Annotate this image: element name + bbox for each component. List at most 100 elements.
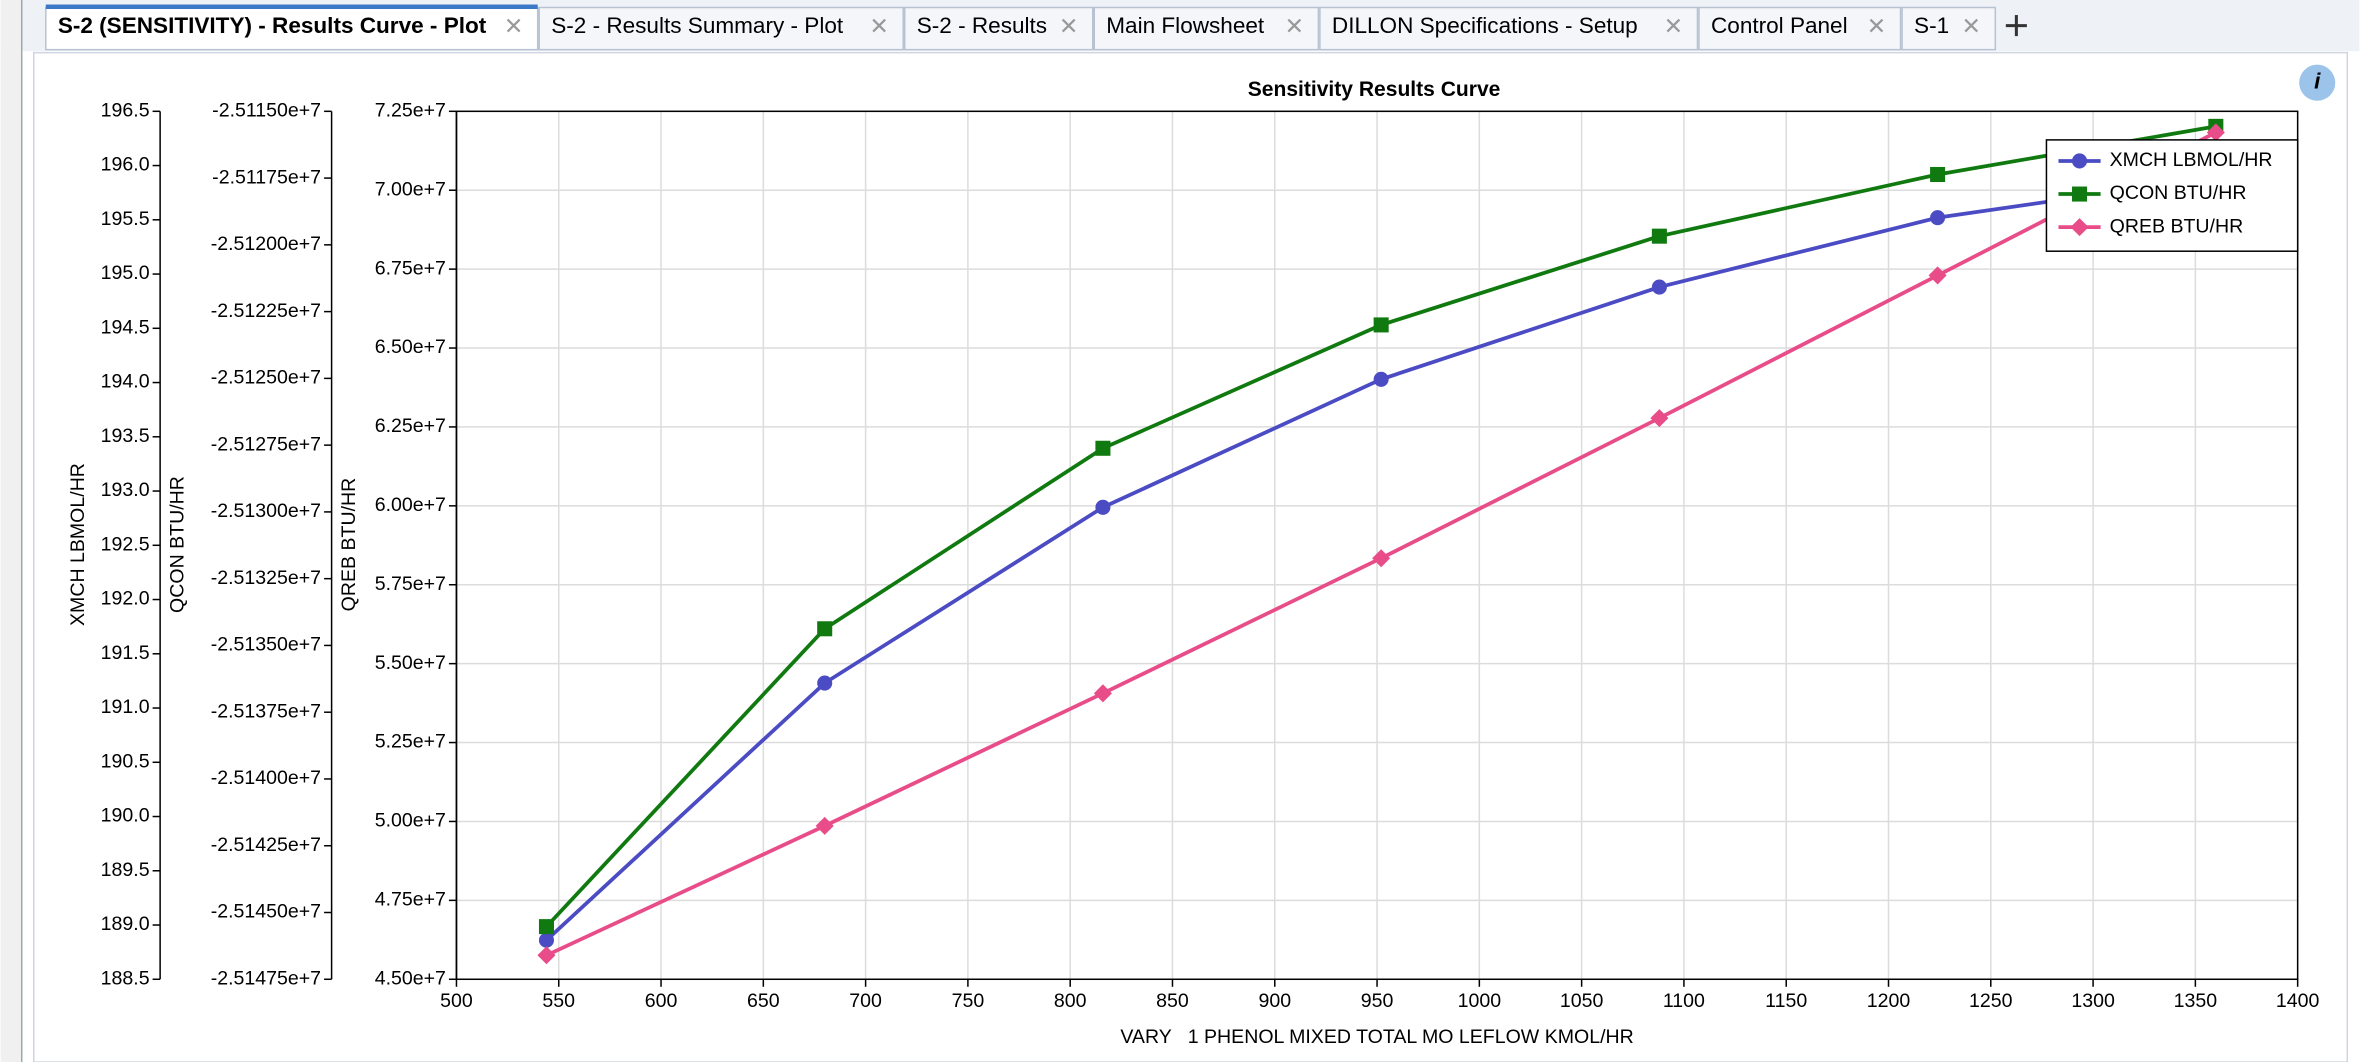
chart-title: Sensitivity Results Curve (1248, 78, 1501, 101)
y-tick-label: 193.0 (101, 479, 150, 501)
y2-tick-label: -2.51375e+7 (211, 700, 321, 722)
marker (1930, 166, 1946, 183)
tab-background (1698, 6, 1902, 51)
marker (1928, 266, 1947, 285)
x-tick-label: 1250 (1969, 990, 2013, 1012)
tab[interactable]: S-1 (1901, 6, 1997, 51)
legend-label: XMCH LBMOL/HR (2110, 149, 2273, 171)
tab-close[interactable] (1869, 18, 1884, 33)
tab-close[interactable] (1964, 18, 1979, 33)
x-tick-label: 600 (645, 990, 678, 1012)
legend: XMCH LBMOL/HR QCON BTU/HR QREB BTU/HR (2045, 139, 2299, 252)
tab-close[interactable] (1287, 18, 1302, 33)
tab-label: Control Panel (1711, 13, 1848, 38)
marker (1095, 499, 1111, 515)
tab-close[interactable] (506, 18, 521, 33)
tab-close[interactable] (1061, 18, 1076, 33)
tab-close[interactable] (872, 18, 886, 33)
y2-tick-label: -2.51325e+7 (211, 567, 321, 589)
tab-background (1093, 6, 1320, 51)
marker (537, 946, 556, 965)
x-tick-label: 550 (542, 990, 575, 1012)
x-tick-label: 500 (440, 990, 473, 1012)
y2-tick-label: -2.51425e+7 (211, 834, 321, 856)
y2-tick-label: -2.51450e+7 (211, 901, 321, 923)
x-tick-label: 850 (1156, 990, 1189, 1012)
y3-tick-label: 5.75e+7 (375, 573, 446, 595)
y2-tick-label: -2.51225e+7 (211, 300, 321, 322)
tab-close[interactable] (1666, 18, 1681, 33)
y3-tick-label: 6.00e+7 (375, 494, 446, 516)
x-tick-label: 1200 (1867, 990, 1911, 1012)
y3-tick-label: 4.75e+7 (375, 889, 446, 911)
marker (2072, 153, 2088, 169)
x-tick-label: 750 (952, 990, 985, 1012)
tab[interactable]: S-2 - Results Summary - Plot (538, 6, 904, 51)
marker (538, 932, 554, 948)
x-tick-label: 1400 (2276, 990, 2320, 1012)
y-tick-label: 191.5 (101, 642, 150, 664)
marker (538, 919, 554, 935)
tab-accent (45, 4, 538, 10)
tab[interactable]: S-2 - Results (903, 6, 1094, 51)
plot-frame (455, 110, 2299, 981)
marker (1651, 279, 1667, 295)
tab-label: S-2 (SENSITIVITY) - Results Curve - Plot (58, 13, 487, 38)
left-strip (0, 0, 22, 1062)
y-tick-label: 190.5 (101, 750, 150, 772)
y3-tick-label: 6.50e+7 (375, 336, 446, 358)
tab[interactable]: Main Flowsheet (1093, 6, 1320, 51)
info-icon[interactable]: i (2299, 64, 2336, 101)
y2-tick-label: -2.51400e+7 (211, 767, 321, 789)
y3-tick-label: 7.25e+7 (375, 99, 446, 121)
marker (817, 675, 833, 691)
tab-background (1901, 6, 1997, 51)
x-tick-label: 1300 (2071, 990, 2115, 1012)
x-tick-label: 1050 (1560, 990, 1604, 1012)
y2-tick-label: -2.51275e+7 (211, 433, 321, 455)
y2-tick-label: -2.51300e+7 (211, 500, 321, 522)
marker (1372, 549, 1391, 568)
x-tick-label: 650 (747, 990, 780, 1012)
y-tick-label: 193.5 (101, 425, 150, 447)
marker (817, 621, 833, 637)
marker (1650, 409, 1669, 428)
tab[interactable]: DILLON Specifications - Setup (1319, 6, 1699, 51)
y2-axis-label: QCON BTU/HR (166, 476, 188, 613)
tab-label: Main Flowsheet (1106, 13, 1265, 38)
tab[interactable]: Control Panel (1698, 6, 1902, 51)
tab-background (45, 6, 539, 51)
x-tick-label: 1100 (1663, 990, 1705, 1012)
tab-label: DILLON Specifications - Setup (1332, 13, 1638, 38)
x-tick-label: 900 (1258, 990, 1291, 1012)
marker (1373, 317, 1389, 333)
y-tick-label: 189.0 (101, 913, 150, 935)
y3-tick-label: 6.75e+7 (375, 257, 446, 279)
marker (1651, 228, 1667, 244)
new-tab[interactable] (2005, 15, 2027, 37)
y-tick-label: 189.5 (101, 859, 150, 881)
marker (815, 816, 834, 835)
y3-tick-label: 5.00e+7 (375, 810, 446, 832)
marker (2072, 186, 2088, 202)
legend-label: QCON BTU/HR (2110, 182, 2247, 204)
marker (1373, 371, 1389, 387)
y-tick-label: 191.0 (101, 696, 150, 718)
x-tick-label: 1150 (1765, 990, 1807, 1012)
y-axis-label: XMCH LBMOL/HR (67, 463, 89, 626)
tab[interactable]: S-2 (SENSITIVITY) - Results Curve - Plot (45, 4, 539, 51)
x-tick-label: 800 (1054, 990, 1087, 1012)
x-tick-label: 1000 (1458, 990, 1502, 1012)
y-tick-label: 195.5 (101, 208, 150, 230)
y3-tick-label: 6.25e+7 (375, 415, 446, 437)
x-tick-label: 700 (849, 990, 882, 1012)
marker (1093, 684, 1112, 703)
y-tick-label: 196.5 (101, 99, 150, 121)
tab-label: S-1 (1914, 13, 1949, 38)
y2-tick-label: -2.51200e+7 (211, 233, 321, 255)
marker (1095, 440, 1111, 456)
tab-background (1319, 6, 1699, 51)
tab-label: S-2 - Results Summary - Plot (551, 13, 844, 38)
